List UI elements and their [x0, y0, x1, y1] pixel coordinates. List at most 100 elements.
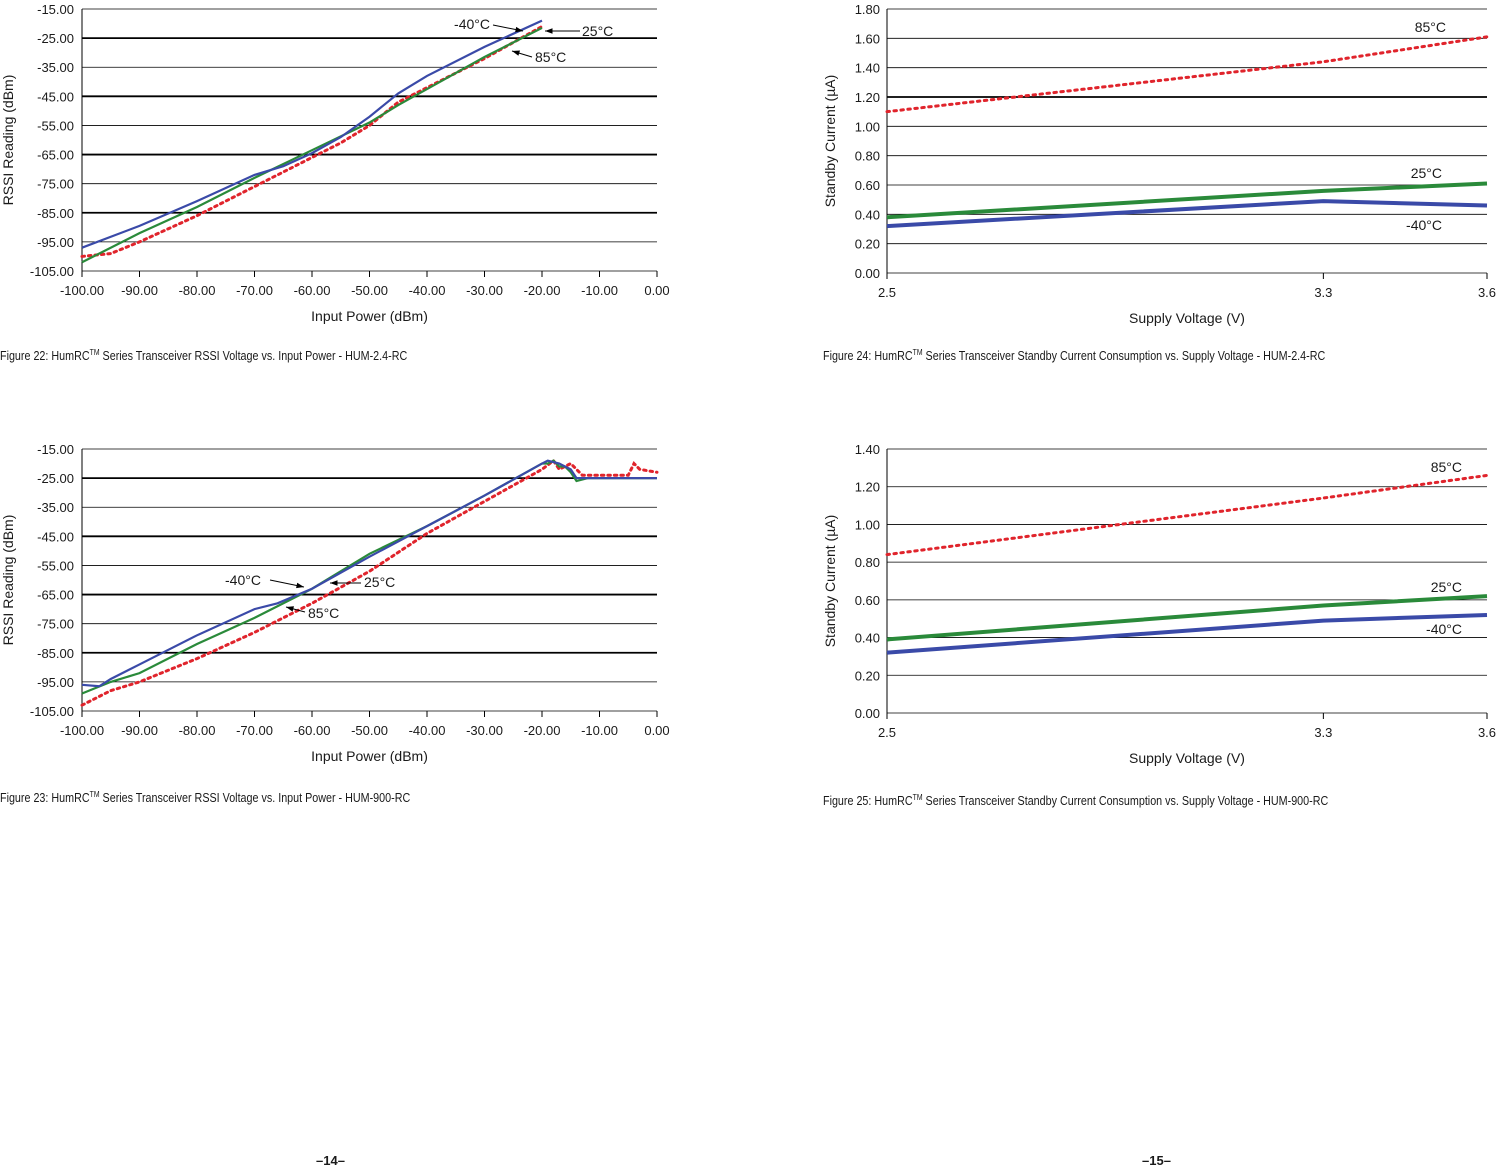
- chart-figure-22: -15.00 -25.00 -35.00 -45.00 -55.00 -65.00 -75.…: [0, 0, 700, 330]
- series-line-neg40: [81, 19, 543, 249]
- x-tick-label: 0.00: [644, 723, 669, 738]
- series-line-neg40: [886, 199, 1488, 229]
- x-tick-label: -100.00: [60, 283, 104, 298]
- annotation-arrowhead: [545, 28, 553, 34]
- x-tick-label: -80.00: [179, 283, 216, 298]
- x-tick-label: -40.00: [409, 723, 446, 738]
- caption-text: Series Transceiver Standby Current Consu…: [922, 349, 1326, 364]
- x-tick-label: 3.6: [1478, 285, 1496, 300]
- y-tick-label: -85.00: [37, 646, 74, 661]
- y-tick-label: 0.80: [855, 149, 880, 164]
- y-tick-label: -105.00: [30, 264, 74, 279]
- x-axis-title: Supply Voltage (V): [1129, 310, 1245, 326]
- annotation-arrowhead: [330, 580, 338, 586]
- page-number-left: –14–: [316, 1153, 345, 1168]
- figure-caption-23: Figure 23: HumRCTM Series Transceiver RS…: [0, 790, 410, 805]
- caption-text: Series Transceiver RSSI Voltage vs. Inpu…: [99, 791, 411, 806]
- series-line-neg40: [886, 612, 1488, 655]
- y-tick-label: 0.00: [855, 706, 880, 721]
- y-tick-label: 0.40: [855, 207, 880, 222]
- caption-text: Series Transceiver Standby Current Consu…: [922, 794, 1329, 809]
- annotation-label: 25°C: [1411, 165, 1442, 181]
- y-tick-label: 0.00: [855, 266, 880, 281]
- y-tick-label: -25.00: [37, 471, 74, 486]
- caption-text: Figure 25: HumRC: [823, 794, 913, 809]
- chart-svg-fig24: 1.80 1.60 1.40 1.20 1.00 0.80 0.60 0.40 0.20 0.00…: [822, 2, 1496, 326]
- annotation-label: -40°C: [454, 16, 490, 32]
- y-tick-label: 0.20: [855, 237, 880, 252]
- x-tick-label: 0.00: [644, 283, 669, 298]
- figure-caption-25: Figure 25: HumRCTM Series Transceiver St…: [823, 793, 1328, 808]
- x-axis-title: Input Power (dBm): [311, 308, 428, 324]
- x-tick-label: -90.00: [121, 283, 158, 298]
- x-tick-label: -50.00: [351, 283, 388, 298]
- series-line-25C: [886, 594, 1488, 642]
- x-tick-label: 2.5: [878, 725, 896, 740]
- y-tick-label: -95.00: [37, 675, 74, 690]
- annotation-label: 85°C: [308, 605, 339, 621]
- trademark-mark: TM: [912, 348, 923, 357]
- series-line-neg40: [81, 459, 657, 688]
- y-tick-label: 1.60: [855, 31, 880, 46]
- y-tick-label: -35.00: [37, 500, 74, 515]
- y-tick-label: -15.00: [37, 2, 74, 17]
- y-tick-label: -95.00: [37, 235, 74, 250]
- annotation-label: 85°C: [1415, 19, 1446, 35]
- y-tick-label: 1.40: [855, 442, 880, 457]
- y-tick-label: -55.00: [37, 118, 74, 133]
- y-tick-label: -75.00: [37, 617, 74, 632]
- annotation-arrowhead: [286, 606, 294, 612]
- caption-text: Figure 24: HumRC: [823, 349, 913, 364]
- figure-caption-22: Figure 22: HumRCTM Series Transceiver RS…: [0, 348, 407, 363]
- y-tick-label: -105.00: [30, 704, 74, 719]
- chart-figure-25: 1.40 1.20 1.00 0.80 0.60 0.40 0.20 0.00 2.5 3.3 3.…: [810, 440, 1499, 775]
- y-axis-title: Standby Current (µA): [822, 75, 838, 208]
- x-tick-label: -80.00: [179, 723, 216, 738]
- y-tick-label: 0.60: [855, 178, 880, 193]
- x-tick-label: -60.00: [294, 283, 331, 298]
- x-tick-label: -50.00: [351, 723, 388, 738]
- trademark-mark: TM: [912, 793, 923, 802]
- y-tick-label: 0.40: [855, 631, 880, 646]
- y-tick-label: 1.20: [855, 480, 880, 495]
- x-tick-label: -90.00: [121, 723, 158, 738]
- y-axis-title: RSSI Reading (dBm): [0, 75, 16, 206]
- annotation-arrowhead: [512, 50, 520, 56]
- annotation-label: 25°C: [582, 23, 613, 39]
- caption-text: Figure 23: HumRC: [0, 791, 90, 806]
- chart-figure-24: 1.80 1.60 1.40 1.20 1.00 0.80 0.60 0.40 0.20 0.00…: [810, 0, 1499, 335]
- x-axis-title: Input Power (dBm): [311, 748, 428, 764]
- y-tick-label: -65.00: [37, 588, 74, 603]
- caption-text: Series Transceiver RSSI Voltage vs. Inpu…: [99, 349, 408, 364]
- annotation-label: 25°C: [364, 574, 395, 590]
- y-axis-title: RSSI Reading (dBm): [0, 515, 16, 646]
- y-tick-label: 1.40: [855, 61, 880, 76]
- x-tick-label: -30.00: [466, 283, 503, 298]
- caption-text: Figure 22: HumRC: [0, 349, 90, 364]
- chart-figure-23: -15.00 -25.00 -35.00 -45.00 -55.00 -65.00 -75.…: [0, 440, 700, 770]
- trademark-mark: TM: [89, 348, 100, 357]
- y-tick-label: 1.00: [855, 517, 880, 532]
- x-tick-label: -20.00: [524, 283, 561, 298]
- y-tick-label: -55.00: [37, 558, 74, 573]
- x-tick-label: -100.00: [60, 723, 104, 738]
- annotation-label: -40°C: [225, 572, 261, 588]
- y-tick-label: -45.00: [37, 89, 74, 104]
- figure-caption-24: Figure 24: HumRCTM Series Transceiver St…: [823, 348, 1325, 363]
- x-tick-label: -40.00: [409, 283, 446, 298]
- y-tick-label: -85.00: [37, 206, 74, 221]
- annotation-label: -40°C: [1426, 621, 1462, 637]
- x-tick-label: -10.00: [581, 723, 618, 738]
- x-tick-label: 2.5: [878, 285, 896, 300]
- y-tick-label: -25.00: [37, 31, 74, 46]
- y-tick-label: 1.00: [855, 119, 880, 134]
- x-tick-label: -20.00: [524, 723, 561, 738]
- y-tick-label: -65.00: [37, 148, 74, 163]
- annotation-arrowhead: [515, 26, 523, 33]
- annotation-label: 85°C: [535, 49, 566, 65]
- series-line-85C: [80, 458, 659, 707]
- annotation-label: 85°C: [1431, 459, 1462, 475]
- chart-svg-fig25: 1.40 1.20 1.00 0.80 0.60 0.40 0.20 0.00 2.5 3.3 3.…: [822, 442, 1496, 766]
- y-tick-label: 1.20: [855, 90, 880, 105]
- x-tick-label: -30.00: [466, 723, 503, 738]
